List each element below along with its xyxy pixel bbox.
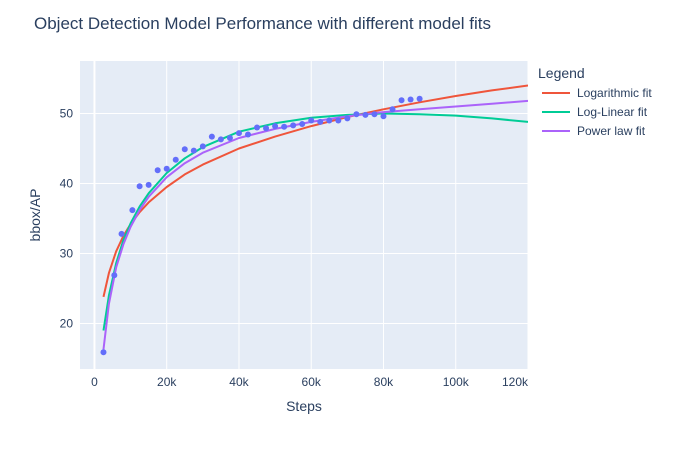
data-point bbox=[172, 156, 179, 163]
chart-title: Object Detection Model Performance with … bbox=[34, 14, 491, 33]
grid-lines bbox=[80, 61, 529, 369]
data-point bbox=[416, 95, 423, 102]
y-tick-label: 30 bbox=[60, 247, 74, 261]
data-point bbox=[344, 115, 351, 122]
data-point bbox=[389, 106, 396, 113]
legend: Legend Logarithmic fit Log-Linear fit Powe… bbox=[538, 65, 652, 138]
data-point bbox=[254, 124, 261, 131]
data-point bbox=[199, 143, 206, 150]
legend-items: Logarithmic fit Log-Linear fit Power law f… bbox=[542, 86, 652, 138]
data-point bbox=[129, 207, 136, 214]
x-tick-label: 20k bbox=[157, 375, 177, 389]
data-points bbox=[100, 95, 423, 356]
data-point bbox=[154, 167, 161, 174]
plot-area bbox=[80, 61, 528, 369]
data-point bbox=[380, 113, 387, 120]
y-tick-label: 50 bbox=[60, 107, 74, 121]
data-point bbox=[326, 117, 333, 124]
data-point bbox=[407, 96, 414, 103]
data-point bbox=[290, 122, 297, 129]
data-point bbox=[317, 118, 324, 125]
data-point bbox=[145, 181, 152, 188]
x-axis-label: Steps bbox=[286, 398, 322, 414]
legend-label: Power law fit bbox=[577, 124, 646, 138]
legend-item: Logarithmic fit bbox=[542, 86, 652, 100]
data-point bbox=[181, 146, 188, 153]
data-point bbox=[245, 131, 251, 138]
data-point bbox=[263, 125, 270, 132]
plot-content bbox=[100, 84, 528, 356]
legend-title: Legend bbox=[538, 65, 585, 81]
x-tick-label: 60k bbox=[302, 375, 322, 389]
legend-label: Log-Linear fit bbox=[577, 105, 648, 119]
x-tick-label: 120k bbox=[502, 375, 529, 389]
data-point bbox=[308, 117, 315, 124]
data-point bbox=[118, 230, 125, 237]
legend-item: Power law fit bbox=[542, 124, 646, 138]
data-point bbox=[217, 136, 224, 143]
data-point bbox=[226, 135, 233, 141]
x-tick-label: 80k bbox=[374, 375, 394, 389]
tick-labels: 0 20k 40k 60k 80k 100k 120k 20 30 40 50 bbox=[60, 107, 529, 390]
data-point bbox=[272, 123, 279, 130]
data-point bbox=[281, 123, 288, 130]
data-point bbox=[111, 272, 118, 279]
data-point bbox=[190, 147, 197, 154]
data-point bbox=[208, 133, 215, 140]
y-tick-label: 20 bbox=[60, 317, 74, 331]
y-axis-label: bbox/AP bbox=[27, 189, 43, 242]
x-tick-label: 0 bbox=[91, 375, 98, 389]
fit-line-power-law-fit bbox=[102, 99, 528, 350]
data-point bbox=[163, 165, 170, 172]
legend-label: Logarithmic fit bbox=[577, 86, 652, 100]
data-point bbox=[335, 117, 342, 124]
data-point bbox=[299, 121, 306, 127]
data-point bbox=[398, 97, 405, 104]
legend-item: Log-Linear fit bbox=[542, 105, 648, 119]
x-tick-label: 40k bbox=[229, 375, 249, 389]
data-point bbox=[235, 130, 242, 137]
data-point bbox=[100, 349, 107, 356]
data-point bbox=[136, 183, 143, 190]
data-point bbox=[362, 111, 369, 118]
data-point bbox=[371, 111, 378, 118]
x-tick-label: 100k bbox=[443, 375, 470, 389]
data-point bbox=[353, 111, 360, 118]
y-tick-label: 40 bbox=[60, 177, 74, 191]
